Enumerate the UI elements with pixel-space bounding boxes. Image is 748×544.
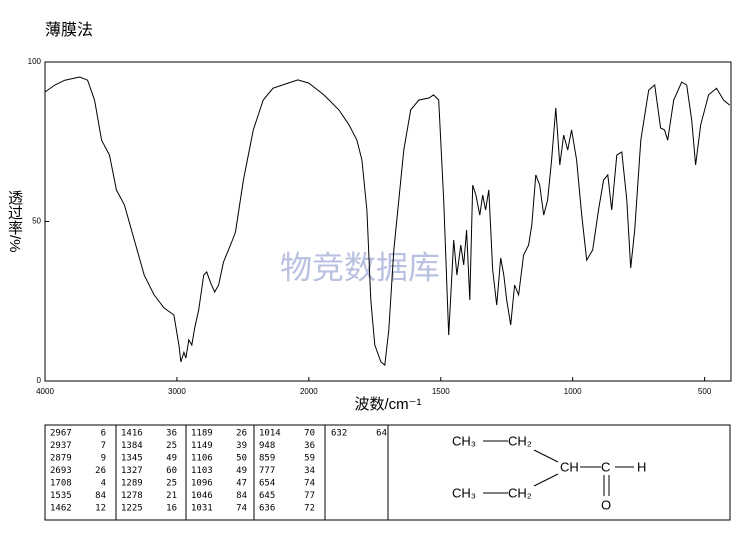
peak-transmittance: 49 — [166, 454, 177, 464]
x-tick-label: 3000 — [168, 387, 186, 396]
peak-transmittance: 21 — [166, 491, 177, 501]
y-tick-label: 100 — [28, 57, 42, 66]
peak-wavenumber: 2879 — [50, 454, 72, 464]
peak-transmittance: 77 — [304, 491, 315, 501]
watermark: 物竞数据库 — [280, 249, 440, 285]
peak-transmittance: 4 — [101, 479, 106, 489]
peak-transmittance: 25 — [166, 479, 177, 489]
atom-label: CH — [560, 459, 579, 474]
peak-transmittance: 36 — [166, 429, 177, 439]
peak-wavenumber: 1708 — [50, 479, 72, 489]
peak-transmittance: 34 — [304, 466, 315, 476]
peak-transmittance: 47 — [236, 479, 247, 489]
peak-wavenumber: 2693 — [50, 466, 72, 476]
peak-transmittance: 60 — [166, 466, 177, 476]
y-axis-label: 透过率/% — [6, 190, 23, 253]
peak-wavenumber: 1189 — [191, 429, 213, 439]
x-tick-label: 1500 — [432, 387, 450, 396]
atom-label: CH₂ — [508, 433, 532, 448]
bond — [533, 449, 559, 463]
peak-wavenumber: 1278 — [121, 491, 143, 501]
spectrum-line — [44, 76, 731, 367]
peak-wavenumber: 2967 — [50, 429, 72, 439]
peak-transmittance: 16 — [166, 504, 177, 514]
peak-wavenumber: 1149 — [191, 441, 213, 451]
peak-transmittance: 74 — [304, 479, 315, 489]
atom-label: CH₃ — [452, 485, 476, 500]
peak-transmittance: 36 — [304, 441, 315, 451]
peak-transmittance: 26 — [236, 429, 247, 439]
peak-transmittance: 70 — [304, 429, 315, 439]
x-tick-label: 500 — [698, 387, 712, 396]
peak-transmittance: 6 — [101, 429, 106, 439]
peak-wavenumber: 1535 — [50, 491, 72, 501]
peak-wavenumber: 1416 — [121, 429, 143, 439]
atom-label: H — [637, 459, 646, 474]
atom-label: CH₃ — [452, 433, 476, 448]
title: 薄膜法 — [45, 21, 93, 39]
peak-transmittance: 49 — [236, 466, 247, 476]
peak-transmittance: 84 — [236, 491, 247, 501]
peak-wavenumber: 1046 — [191, 491, 213, 501]
peak-transmittance: 64 — [376, 429, 387, 439]
peak-wavenumber: 1031 — [191, 504, 213, 514]
peak-wavenumber: 1225 — [121, 504, 143, 514]
y-tick-label: 0 — [37, 376, 42, 385]
peak-wavenumber: 948 — [259, 441, 275, 451]
y-tick-label: 50 — [32, 217, 41, 226]
peak-wavenumber: 1384 — [121, 441, 143, 451]
x-axis-label: 波数/cm⁻¹ — [354, 396, 421, 413]
peak-wavenumber: 1327 — [121, 466, 143, 476]
peak-wavenumber: 1103 — [191, 466, 213, 476]
peak-wavenumber: 654 — [259, 479, 275, 489]
x-tick-label: 4000 — [36, 387, 54, 396]
peak-transmittance: 84 — [95, 491, 106, 501]
x-tick-label: 1000 — [564, 387, 582, 396]
peak-transmittance: 25 — [166, 441, 177, 451]
bond — [533, 473, 559, 487]
peak-transmittance: 50 — [236, 454, 247, 464]
peak-transmittance: 26 — [95, 466, 106, 476]
peak-wavenumber: 2937 — [50, 441, 72, 451]
atom-label: CH₂ — [508, 485, 532, 500]
bonds — [483, 440, 634, 496]
peak-transmittance: 59 — [304, 454, 315, 464]
peak-wavenumber: 632 — [331, 429, 347, 439]
peak-wavenumber: 1345 — [121, 454, 143, 464]
peak-wavenumber: 859 — [259, 454, 275, 464]
peak-wavenumber: 777 — [259, 466, 275, 476]
peak-transmittance: 74 — [236, 504, 247, 514]
peak-transmittance: 39 — [236, 441, 247, 451]
peak-wavenumber: 636 — [259, 504, 275, 514]
peak-wavenumber: 1106 — [191, 454, 213, 464]
peak-transmittance: 72 — [304, 504, 315, 514]
peak-transmittance: 12 — [95, 504, 106, 514]
peak-transmittance: 7 — [101, 441, 106, 451]
peak-wavenumber: 1462 — [50, 504, 72, 514]
table-dividers — [115, 425, 389, 520]
peak-transmittance: 9 — [101, 454, 106, 464]
peak-wavenumber: 645 — [259, 491, 275, 501]
peak-wavenumber: 1096 — [191, 479, 213, 489]
atom-label: C — [601, 459, 610, 474]
peak-wavenumber: 1289 — [121, 479, 143, 489]
peak-wavenumber: 1014 — [259, 429, 281, 439]
atom-label: O — [601, 497, 611, 512]
x-tick-label: 2000 — [300, 387, 318, 396]
